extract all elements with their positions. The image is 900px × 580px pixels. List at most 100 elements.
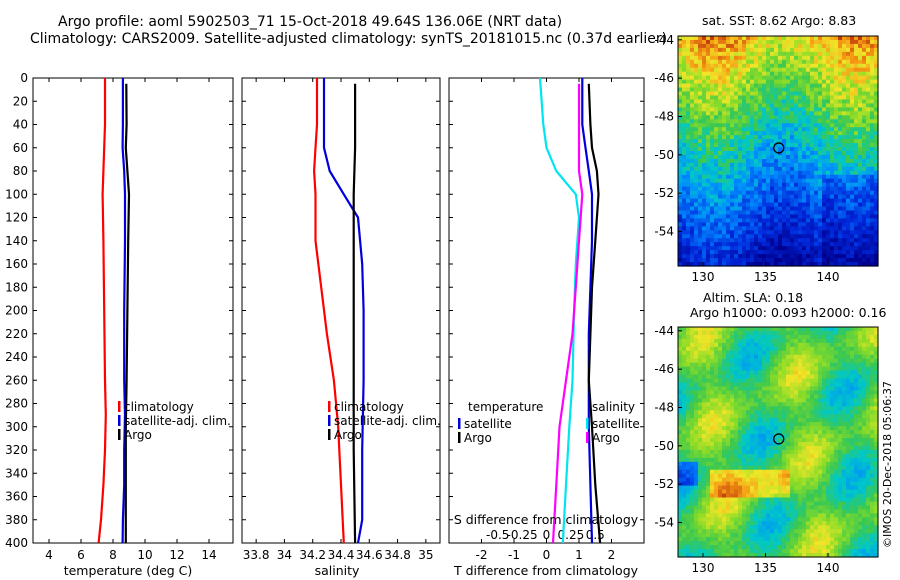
sla-map-cell xyxy=(690,330,695,336)
s-xtick-label: 0.25 xyxy=(558,528,585,542)
sst-map-cell xyxy=(774,63,779,69)
sst-map-cell xyxy=(694,131,699,136)
sla-map-cell xyxy=(710,346,715,352)
sst-map-cell xyxy=(734,107,739,112)
sst-map-cell xyxy=(822,166,827,172)
sst-map-cell xyxy=(874,111,879,116)
sla-map-cell xyxy=(770,382,775,388)
sst-map-cell xyxy=(762,131,767,136)
sla-map-cell xyxy=(706,461,711,467)
sst-map-cell xyxy=(778,119,783,124)
sst-map-cell xyxy=(698,202,703,208)
sst-map-cell xyxy=(690,83,695,89)
sst-map-cell xyxy=(834,75,839,81)
sst-map-cell xyxy=(818,115,823,120)
sst-map-cell xyxy=(774,119,779,124)
sla-map-cell xyxy=(866,434,871,439)
sst-map-cell xyxy=(862,262,867,267)
sla-map-cell xyxy=(782,346,787,352)
sst-map-cell xyxy=(766,238,771,243)
sst-map-cell xyxy=(830,238,835,243)
sla-map-cell xyxy=(702,390,707,396)
sst-map-cell xyxy=(830,55,835,61)
sst-map-cell xyxy=(682,262,687,267)
sla-map-cell xyxy=(834,386,839,392)
sst-map-cell xyxy=(726,83,731,89)
sst-map-cell xyxy=(846,186,851,192)
sla-map-cell xyxy=(810,386,815,392)
sst-map-cell xyxy=(690,166,695,172)
sst-map-cell xyxy=(774,79,779,85)
sst-map-cell xyxy=(742,210,747,216)
sla-map-cell xyxy=(702,457,707,463)
depth-tick-label: 140 xyxy=(5,234,28,248)
sla-map-cell xyxy=(750,442,755,447)
sla-map-cell xyxy=(830,449,835,455)
sst-map-cell xyxy=(798,83,803,89)
sla-map-cell xyxy=(790,378,795,384)
sst-map-cell xyxy=(694,139,699,144)
sst-map-cell xyxy=(854,107,859,112)
sst-map-cell xyxy=(682,51,687,57)
sla-map-cell xyxy=(718,449,723,455)
depth-tick-label: 400 xyxy=(5,536,28,550)
sst-map-cell xyxy=(842,47,847,53)
sst-map-cell xyxy=(810,91,815,97)
sst-map-cell xyxy=(710,63,715,69)
sla-map-cell xyxy=(738,434,743,439)
sla-map-cell xyxy=(702,430,707,435)
sst-map-cell xyxy=(798,194,803,200)
sla-map-cell xyxy=(866,334,871,340)
sla-map-cell xyxy=(850,418,855,423)
sst-map-cell xyxy=(838,55,843,61)
sst-map-cell xyxy=(870,234,875,239)
sst-map-cell xyxy=(850,39,855,45)
sla-map-cell xyxy=(682,445,687,451)
difference-xtick-label: -2 xyxy=(476,548,488,562)
sla-map-cell xyxy=(846,422,851,427)
sst-map-cell xyxy=(846,154,851,160)
sst-map-cell xyxy=(778,166,783,172)
sla-map-cell xyxy=(738,374,743,380)
sst-map-cell xyxy=(686,123,691,128)
sst-map-cell xyxy=(854,166,859,172)
sla-map-cell xyxy=(798,418,803,423)
sla-map-cell xyxy=(830,394,835,399)
sst-map-cell xyxy=(810,43,815,49)
sla-map-cell xyxy=(690,366,695,372)
sla-map-cell xyxy=(718,330,723,336)
sst-map-cell xyxy=(702,111,707,116)
sst-map-cell xyxy=(862,79,867,85)
sla-map-cell xyxy=(870,346,875,352)
sla-map-cell xyxy=(726,445,731,451)
sla-map-cell xyxy=(738,386,743,392)
sst-map-cell xyxy=(758,151,763,156)
sla-map-cell xyxy=(834,330,839,336)
sla-map-cell xyxy=(758,327,763,332)
sla-map-cell xyxy=(838,374,843,380)
sst-map-cell xyxy=(690,127,695,132)
sst-map-cell xyxy=(850,250,855,255)
sst-map-cell xyxy=(870,59,875,65)
sla-map-cell xyxy=(814,438,819,443)
sla-map-cell xyxy=(694,406,699,411)
sst-map-cell xyxy=(690,258,695,263)
sst-map-cell xyxy=(778,218,783,223)
sla-map-cell xyxy=(706,394,711,399)
sla-map-cell xyxy=(714,430,719,435)
sla-map-cell xyxy=(810,457,815,463)
sst-map-cell xyxy=(742,143,747,148)
sla-map-cell xyxy=(838,386,843,392)
sst-map-cell xyxy=(862,63,867,69)
sst-map-cell xyxy=(678,127,683,132)
sst-map-cell xyxy=(682,218,687,223)
sla-map-cell xyxy=(710,469,715,475)
sst-map-cell xyxy=(798,234,803,239)
sst-map-cell xyxy=(690,202,695,208)
sst-map-cell xyxy=(790,226,795,231)
sla-map-cell xyxy=(822,406,827,411)
sst-map-cell xyxy=(682,238,687,243)
sla-map-cell xyxy=(822,346,827,352)
sla-map-cell xyxy=(870,342,875,348)
sst-map-cell xyxy=(746,127,751,132)
